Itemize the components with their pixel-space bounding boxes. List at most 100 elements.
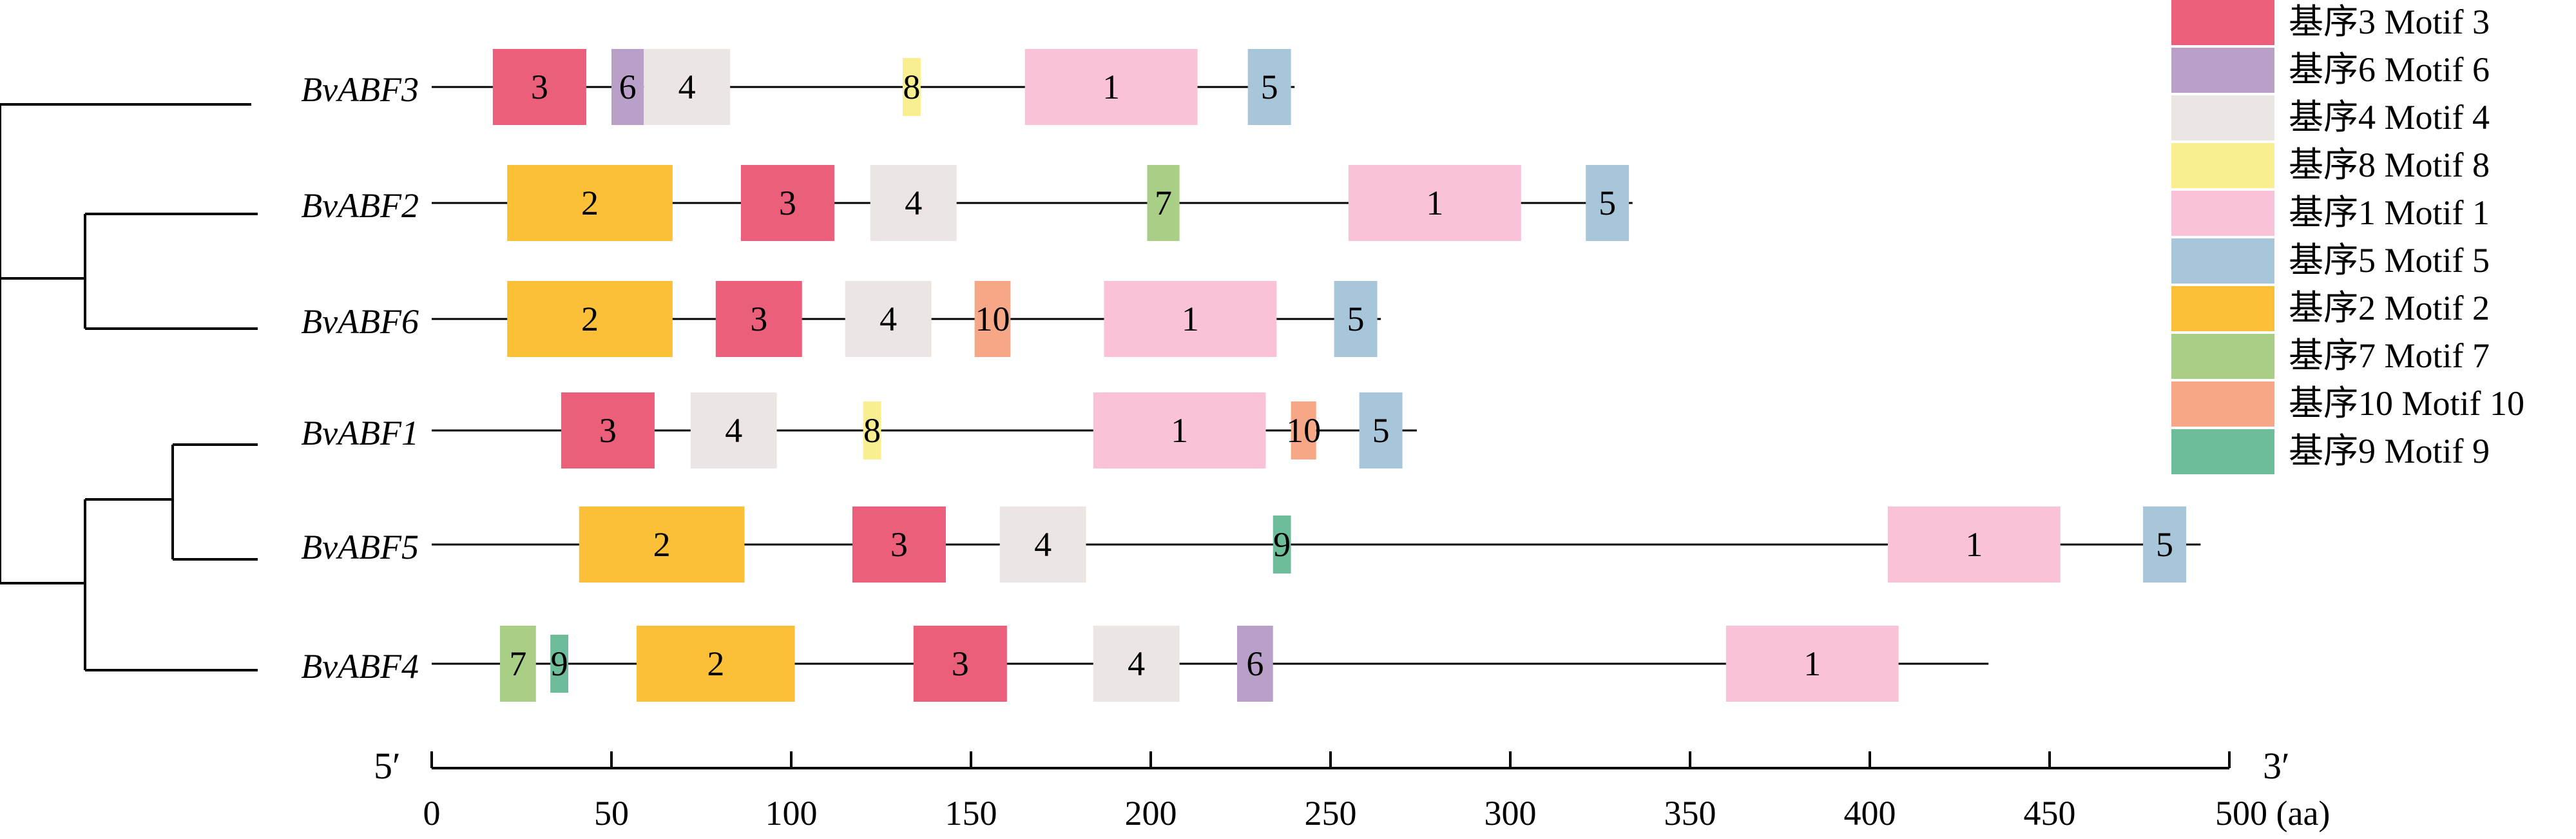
legend-entry-motif-4: 基序4 Motif 4 bbox=[2171, 95, 2490, 140]
legend-entry-motif-9: 基序9 Motif 9 bbox=[2171, 429, 2490, 474]
motif-rect bbox=[902, 58, 921, 116]
x-axis-tick-label: 300 bbox=[1485, 794, 1537, 833]
x-axis-tick-label: 400 bbox=[1844, 794, 1896, 833]
legend-label: 基序3 Motif 3 bbox=[2289, 3, 2490, 41]
legend-swatch bbox=[2171, 238, 2274, 284]
motif-box-1: 1 bbox=[1104, 281, 1277, 357]
motif-box-8: 8 bbox=[863, 401, 881, 459]
legend-label: 基序4 Motif 4 bbox=[2289, 98, 2490, 137]
motif-number-label: 3 bbox=[952, 644, 969, 683]
motif-rect bbox=[2143, 506, 2187, 583]
legend-label: 基序9 Motif 9 bbox=[2289, 432, 2490, 470]
protein-name-label: BvABF3 bbox=[301, 70, 419, 109]
motif-number-label: 5 bbox=[1347, 300, 1365, 338]
legend-swatch bbox=[2171, 334, 2274, 379]
motif-number-label: 10 bbox=[1286, 411, 1321, 450]
legend-swatch bbox=[2171, 48, 2274, 93]
motif-rect bbox=[1334, 281, 1378, 357]
motif-rect bbox=[974, 281, 1011, 357]
motif-number-label: 4 bbox=[879, 300, 897, 338]
protein-name-label: BvABF2 bbox=[301, 186, 419, 225]
motif-box-5: 5 bbox=[2143, 506, 2187, 583]
protein-track-bvabf5: BvABF5 2 3 4 9 1 5 bbox=[301, 506, 2201, 583]
legend-label: 基序2 Motif 2 bbox=[2289, 289, 2490, 327]
motif-rect bbox=[550, 635, 569, 693]
motif-box-4: 4 bbox=[644, 49, 731, 125]
motif-box-2: 2 bbox=[507, 165, 673, 241]
motif-box-5: 5 bbox=[1247, 49, 1291, 125]
motif-rect bbox=[1586, 165, 1629, 241]
motif-box-3: 3 bbox=[715, 281, 802, 357]
motif-number-label: 1 bbox=[1965, 525, 1983, 564]
motif-number-label: 2 bbox=[653, 525, 671, 564]
motif-box-3: 3 bbox=[852, 506, 946, 583]
motif-box-10: 10 bbox=[974, 281, 1011, 357]
motif-box-3: 3 bbox=[561, 392, 655, 468]
protein-track-bvabf1: BvABF1 3 4 8 1 10 5 bbox=[301, 392, 1417, 468]
motif-rect bbox=[637, 626, 795, 702]
motif-rect bbox=[1359, 392, 1403, 468]
motif-rect bbox=[845, 281, 932, 357]
five-prime-label: 5′ bbox=[374, 745, 401, 787]
motif-box-7: 7 bbox=[1147, 165, 1180, 241]
three-prime-label: 3′ bbox=[2263, 745, 2290, 787]
x-axis: 0 50 100 150 200 250 300 350 400 450 500 (aa) 5′ 3′ bbox=[374, 745, 2330, 833]
legend-swatch bbox=[2171, 381, 2274, 427]
motif-rect bbox=[611, 49, 644, 125]
x-axis-tick-label: 200 bbox=[1125, 794, 1177, 833]
protein-name-label: BvABF1 bbox=[301, 414, 419, 452]
motif-number-label: 9 bbox=[1273, 525, 1291, 564]
legend-label: 基序5 Motif 5 bbox=[2289, 241, 2490, 280]
motif-number-label: 4 bbox=[725, 411, 742, 450]
motif-box-1: 1 bbox=[1024, 49, 1198, 125]
legend-entry-motif-6: 基序6 Motif 6 bbox=[2171, 48, 2490, 93]
x-axis-tick-label: 50 bbox=[594, 794, 629, 833]
motif-box-3: 3 bbox=[492, 49, 586, 125]
protein-name-label: BvABF4 bbox=[301, 647, 419, 686]
legend-label: 基序1 Motif 1 bbox=[2289, 193, 2490, 232]
motif-rect bbox=[870, 165, 957, 241]
motif-rect bbox=[500, 626, 536, 702]
x-axis-tick-label: 350 bbox=[1664, 794, 1716, 833]
motif-box-4: 4 bbox=[1093, 626, 1180, 702]
motif-rect bbox=[1093, 392, 1266, 468]
motif-rect bbox=[1348, 165, 1521, 241]
motif-box-6: 6 bbox=[1236, 626, 1273, 702]
motif-number-label: 7 bbox=[1155, 184, 1172, 222]
motif-number-label: 10 bbox=[975, 300, 1010, 338]
motif-rect bbox=[740, 165, 834, 241]
phylogenetic-tree bbox=[0, 103, 258, 671]
protein-track-bvabf3: BvABF3 3 6 4 8 1 5 bbox=[301, 49, 1295, 125]
legend-label: 基序7 Motif 7 bbox=[2289, 336, 2490, 375]
motif-rect bbox=[507, 281, 673, 357]
motif-box-5: 5 bbox=[1586, 165, 1629, 241]
motif-rect bbox=[507, 165, 673, 241]
motif-rect bbox=[561, 392, 655, 468]
motif-rect bbox=[1104, 281, 1277, 357]
motif-box-2: 2 bbox=[507, 281, 673, 357]
motif-rect bbox=[1024, 49, 1198, 125]
motif-rect bbox=[1147, 165, 1180, 241]
motif-number-label: 1 bbox=[1171, 411, 1188, 450]
motif-number-label: 5 bbox=[2156, 525, 2173, 564]
x-axis-tick-label: 100 bbox=[765, 794, 818, 833]
motif-rect bbox=[852, 506, 946, 583]
motif-number-label: 4 bbox=[1034, 525, 1052, 564]
motif-rect bbox=[913, 626, 1007, 702]
motif-box-1: 1 bbox=[1887, 506, 2061, 583]
legend-swatch bbox=[2171, 143, 2274, 188]
legend-entry-motif-8: 基序8 Motif 8 bbox=[2171, 143, 2490, 188]
motif-number-label: 4 bbox=[905, 184, 922, 222]
motif-rect bbox=[1725, 626, 1899, 702]
legend-entry-motif-7: 基序7 Motif 7 bbox=[2171, 334, 2490, 379]
legend-label: 基序10 Motif 10 bbox=[2289, 384, 2524, 423]
motif-box-5: 5 bbox=[1359, 392, 1403, 468]
legend-swatch bbox=[2171, 191, 2274, 236]
motif-number-label: 2 bbox=[581, 184, 599, 222]
motif-rect bbox=[999, 506, 1086, 583]
motif-box-4: 4 bbox=[870, 165, 957, 241]
motif-number-label: 7 bbox=[509, 644, 526, 683]
motif-number-label: 1 bbox=[1803, 644, 1821, 683]
protein-name-label: BvABF6 bbox=[301, 302, 419, 341]
